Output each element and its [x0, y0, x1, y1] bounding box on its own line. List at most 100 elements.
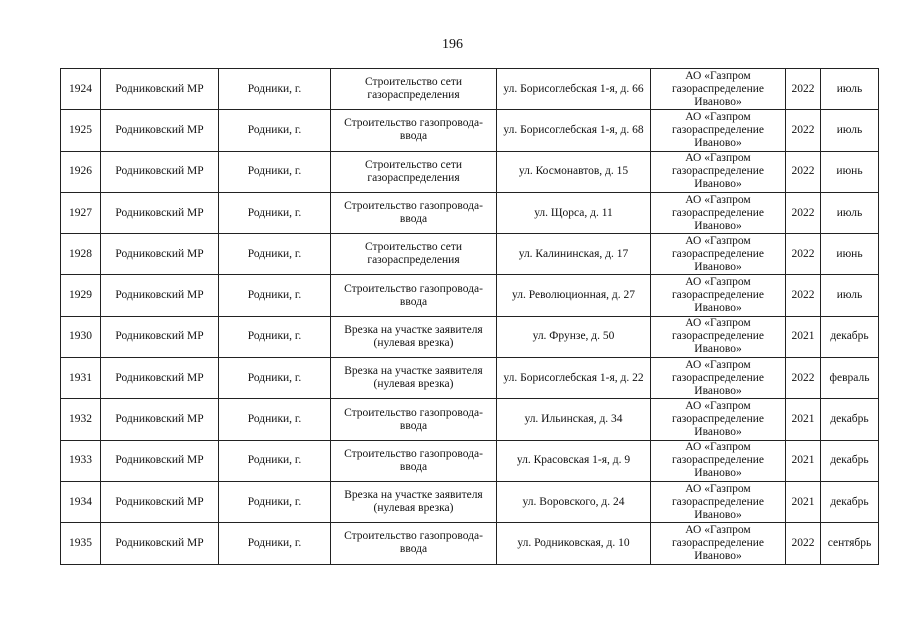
- cell-city: Родники, г.: [218, 398, 331, 441]
- table-row: 1929 Родниковский МР Родники, г. Строительс…: [60, 274, 879, 317]
- table-row: 1925 Родниковский МР Родники, г. Строительс…: [60, 109, 879, 152]
- cell-month: июль: [820, 274, 879, 317]
- table-row: 1924 Родниковский МР Родники, г. Строительс…: [60, 67, 879, 111]
- cell-work: Строительство газопровода-ввода: [330, 109, 497, 152]
- cell-year: 2022: [785, 191, 821, 235]
- cell-month: июль: [820, 109, 879, 152]
- cell-district: Родниковский МР: [100, 109, 219, 152]
- cell-work: Строительство сети газораспределения: [330, 150, 497, 193]
- cell-city: Родники, г.: [218, 315, 331, 359]
- cell-district: Родниковский МР: [100, 274, 219, 317]
- cell-city: Родники, г.: [218, 150, 331, 193]
- cell-num: 1927: [60, 191, 101, 235]
- cell-org: АО «Газпром газораспределение Иваново»: [650, 191, 786, 235]
- cell-city: Родники, г.: [218, 191, 331, 235]
- table-row: 1926 Родниковский МР Родники, г. Строительс…: [60, 150, 879, 193]
- cell-address: ул. Борисоглебская 1-я, д. 68: [496, 109, 651, 152]
- page-number: 196: [442, 37, 463, 52]
- cell-city: Родники, г.: [218, 439, 331, 482]
- cell-city: Родники, г.: [218, 274, 331, 317]
- cell-num: 1925: [60, 109, 101, 152]
- cell-year: 2022: [785, 233, 821, 276]
- cell-year: 2021: [785, 439, 821, 482]
- cell-work: Врезка на участке заявителя (нулевая вре…: [330, 480, 497, 524]
- cell-district: Родниковский МР: [100, 233, 219, 276]
- table-row: 1928 Родниковский МР Родники, г. Строительс…: [60, 233, 879, 276]
- cell-num: 1932: [60, 398, 101, 441]
- cell-work: Строительство газопровода-ввода: [330, 398, 497, 441]
- cell-work: Врезка на участке заявителя (нулевая вре…: [330, 315, 497, 359]
- cell-address: ул. Ильинская, д. 34: [496, 398, 651, 441]
- cell-month: февраль: [820, 357, 879, 400]
- cell-org: АО «Газпром газораспределение Иваново»: [650, 233, 786, 276]
- cell-org: АО «Газпром газораспределение Иваново»: [650, 398, 786, 441]
- cell-month: июль: [820, 191, 879, 235]
- cell-month: июнь: [820, 150, 879, 193]
- cell-work: Врезка на участке заявителя (нулевая вре…: [330, 357, 497, 400]
- cell-district: Родниковский МР: [100, 357, 219, 400]
- cell-num: 1935: [60, 522, 101, 565]
- cell-work: Строительство газопровода-ввода: [330, 439, 497, 482]
- table-row: 1935 Родниковский МР Родники, г. Строительс…: [60, 522, 879, 565]
- cell-month: декабрь: [820, 398, 879, 441]
- cell-address: ул. Фрунзе, д. 50: [496, 315, 651, 359]
- cell-year: 2022: [785, 109, 821, 152]
- cell-year: 2021: [785, 315, 821, 359]
- cell-org: АО «Газпром газораспределение Иваново»: [650, 315, 786, 359]
- cell-work: Строительство сети газораспределения: [330, 233, 497, 276]
- cell-district: Родниковский МР: [100, 480, 219, 524]
- cell-org: АО «Газпром газораспределение Иваново»: [650, 109, 786, 152]
- cell-city: Родники, г.: [218, 357, 331, 400]
- cell-city: Родники, г.: [218, 480, 331, 524]
- cell-org: АО «Газпром газораспределение Иваново»: [650, 357, 786, 400]
- cell-address: ул. Калининская, д. 17: [496, 233, 651, 276]
- cell-num: 1928: [60, 233, 101, 276]
- table-row: 1931 Родниковский МР Родники, г. Врезка на …: [60, 357, 879, 400]
- cell-city: Родники, г.: [218, 233, 331, 276]
- cell-address: ул. Красовская 1-я, д. 9: [496, 439, 651, 482]
- cell-num: 1930: [60, 315, 101, 359]
- cell-org: АО «Газпром газораспределение Иваново»: [650, 67, 786, 111]
- cell-district: Родниковский МР: [100, 315, 219, 359]
- cell-org: АО «Газпром газораспределение Иваново»: [650, 274, 786, 317]
- cell-address: ул. Воровского, д. 24: [496, 480, 651, 524]
- cell-district: Родниковский МР: [100, 150, 219, 193]
- cell-district: Родниковский МР: [100, 191, 219, 235]
- cell-year: 2022: [785, 67, 821, 111]
- cell-num: 1924: [60, 67, 101, 111]
- cell-city: Родники, г.: [218, 522, 331, 565]
- cell-month: декабрь: [820, 315, 879, 359]
- table-row: 1934 Родниковский МР Родники, г. Врезка на …: [60, 480, 879, 524]
- cell-org: АО «Газпром газораспределение Иваново»: [650, 439, 786, 482]
- cell-district: Родниковский МР: [100, 67, 219, 111]
- cell-work: Строительство газопровода-ввода: [330, 274, 497, 317]
- table-row: 1927 Родниковский МР Родники, г. Строительс…: [60, 191, 879, 235]
- cell-org: АО «Газпром газораспределение Иваново»: [650, 150, 786, 193]
- cell-address: ул. Борисоглебская 1-я, д. 66: [496, 67, 651, 111]
- table-row: 1933 Родниковский МР Родники, г. Строительс…: [60, 439, 879, 482]
- cell-city: Родники, г.: [218, 67, 331, 111]
- cell-address: ул. Революционная, д. 27: [496, 274, 651, 317]
- cell-address: ул. Щорса, д. 11: [496, 191, 651, 235]
- cell-work: Строительство газопровода-ввода: [330, 522, 497, 565]
- cell-city: Родники, г.: [218, 109, 331, 152]
- cell-num: 1929: [60, 274, 101, 317]
- cell-work: Строительство сети газораспределения: [330, 67, 497, 111]
- cell-org: АО «Газпром газораспределение Иваново»: [650, 480, 786, 524]
- cell-month: июль: [820, 67, 879, 111]
- cell-num: 1926: [60, 150, 101, 193]
- table-row: 1932 Родниковский МР Родники, г. Строительс…: [60, 398, 879, 441]
- cell-year: 2022: [785, 357, 821, 400]
- cell-year: 2022: [785, 274, 821, 317]
- cell-num: 1933: [60, 439, 101, 482]
- cell-org: АО «Газпром газораспределение Иваново»: [650, 522, 786, 565]
- cell-year: 2021: [785, 480, 821, 524]
- gasification-table: 1924 Родниковский МР Родники, г. Строительс…: [60, 67, 879, 565]
- cell-num: 1934: [60, 480, 101, 524]
- cell-district: Родниковский МР: [100, 439, 219, 482]
- cell-year: 2022: [785, 150, 821, 193]
- cell-year: 2022: [785, 522, 821, 565]
- cell-address: ул. Родниковская, д. 10: [496, 522, 651, 565]
- cell-year: 2021: [785, 398, 821, 441]
- cell-month: сентябрь: [820, 522, 879, 565]
